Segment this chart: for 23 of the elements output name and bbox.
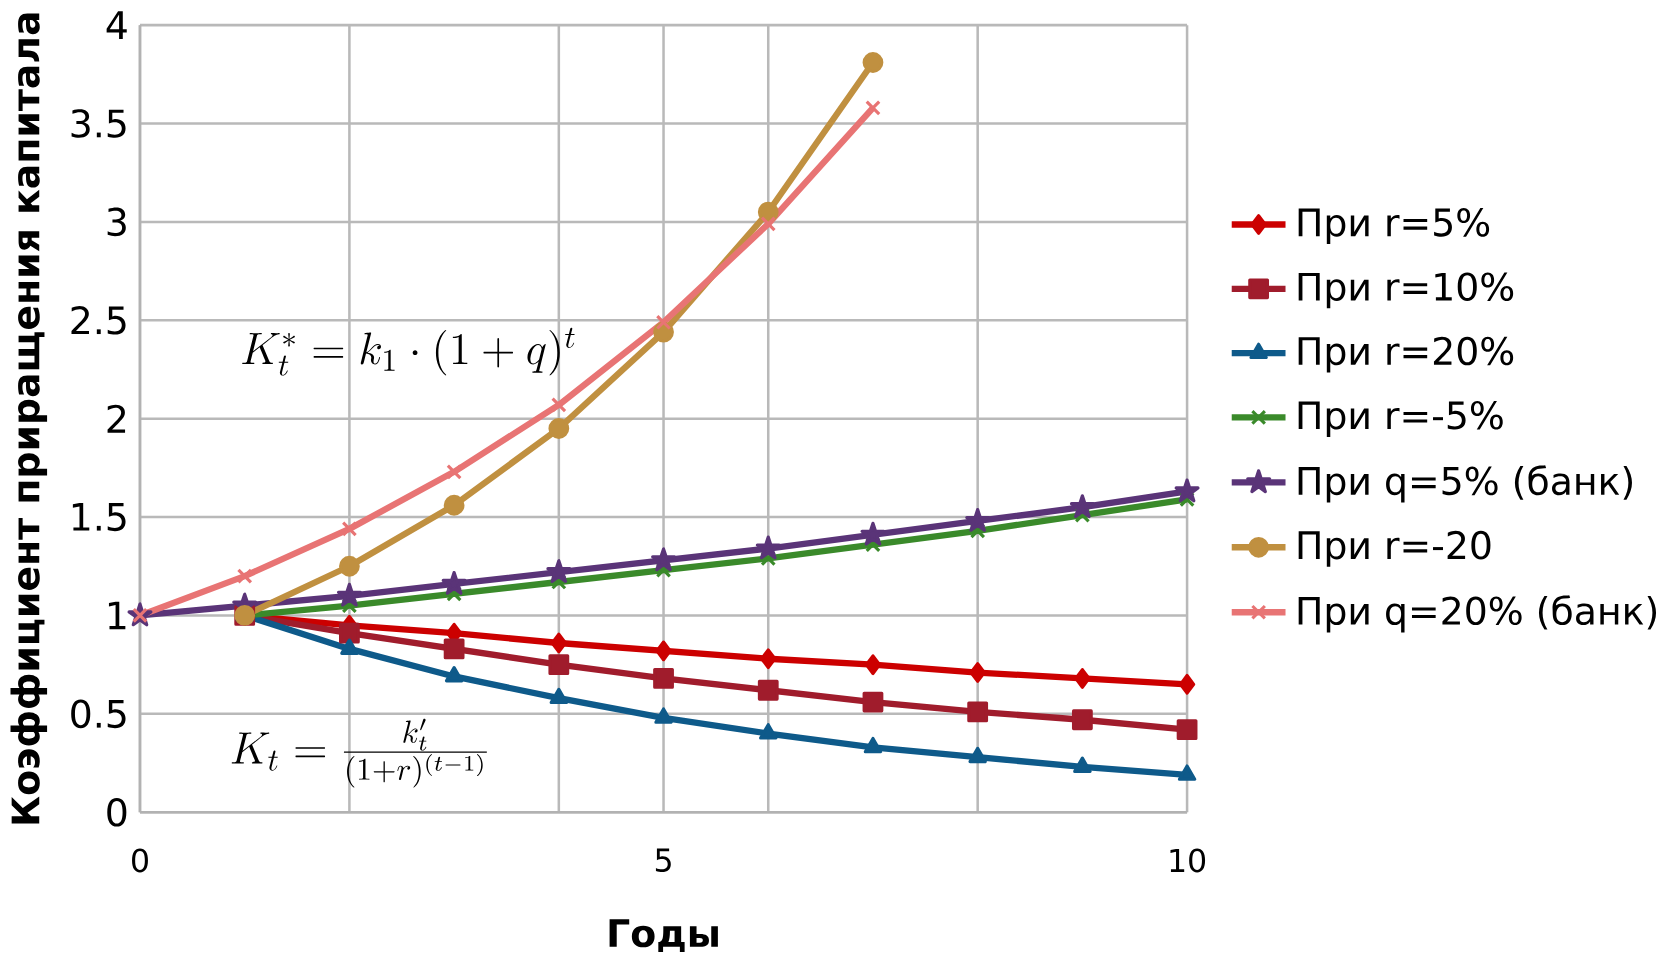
legend-label: При q=5% (банк)	[1298, 465, 1632, 503]
annotation: $K_t^{*} = k_1 \cdot (1+q)^t$	[242, 328, 575, 376]
x-tick-label: 5	[655, 848, 671, 873]
y-tick-label: 4	[106, 11, 127, 40]
y-tick-label: 1	[108, 601, 126, 630]
y-tick-label: 2	[107, 404, 126, 433]
y-axis-title: Коэффициент приращения капитала	[10, 13, 48, 824]
legend-label: При r=-20	[1298, 531, 1491, 568]
x-tick-label: 10	[1170, 848, 1206, 873]
x-axis-title: Годы	[609, 919, 718, 953]
legend-label: При r=-5%	[1298, 401, 1503, 438]
legend-label: При r=5%	[1298, 208, 1490, 245]
y-tick-label: 2.5	[71, 306, 126, 335]
annotation: $K_t = \frac{k_t'}{(1+r)^{(t-1)}}$	[231, 719, 487, 788]
y-tick-label: 1.5	[72, 503, 126, 532]
legend-label: При r=20%	[1298, 336, 1514, 373]
y-tick-label: 0.5	[71, 699, 126, 729]
legend-label: При r=10%	[1298, 272, 1514, 309]
y-tick-label: 3.5	[71, 109, 126, 139]
y-tick-label: 0	[107, 798, 127, 827]
x-tick-label: 0	[132, 848, 148, 873]
y-tick-label: 3	[107, 207, 126, 237]
legend-label: При q=20% (банк)	[1298, 595, 1657, 633]
